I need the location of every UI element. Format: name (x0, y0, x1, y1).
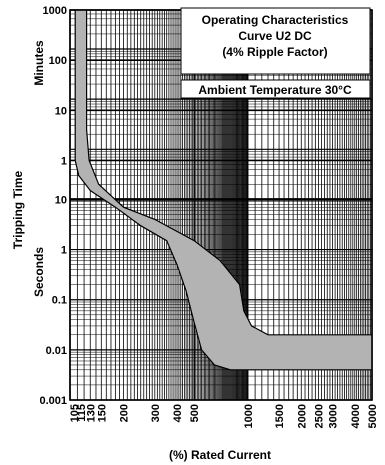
trip-band (74, 10, 372, 371)
x-tick-label: 1000 (243, 404, 255, 428)
y-unit-seconds: Seconds (32, 247, 46, 297)
y-tick-label: 10 (55, 105, 67, 117)
x-tick-label: 500 (189, 404, 201, 422)
ambient-temperature-annotation: Ambient Temperature 30°C (198, 83, 352, 97)
y-tick-label: 100 (49, 55, 67, 67)
x-tick-label: 2500 (314, 404, 326, 428)
x-tick-label: 130 (85, 404, 97, 422)
x-tick-label: 200 (119, 404, 131, 422)
y-tick-label: 1 (61, 245, 67, 257)
x-tick-label: 5000 (367, 404, 379, 428)
y-tick-label: 0.001 (39, 395, 67, 407)
y-tick-label: 0.1 (52, 295, 67, 307)
y-tick-label: 0.01 (46, 345, 67, 357)
trip-band-lower-edge (74, 10, 372, 371)
x-tick-label: 150 (96, 404, 108, 422)
y-tick-label: 10 (55, 194, 67, 206)
y-tick-labels: 1000 100 10 1 10 1 0.1 0.01 0.001 (39, 5, 67, 407)
x-tick-label: 4000 (350, 404, 362, 428)
legend-box: Operating Characteristics Curve U2 DC (4… (180, 7, 371, 99)
chart-title-line-1: Operating Characteristics (202, 13, 349, 27)
y-tick-label: 1 (61, 155, 67, 167)
x-tick-label: 1500 (274, 404, 286, 428)
x-axis-title: (%) Rated Current (169, 448, 271, 462)
y-tick-label: 1000 (43, 5, 67, 17)
trip-band-area (75, 10, 372, 370)
y-unit-minutes: Minutes (32, 40, 46, 86)
title-box (180, 7, 371, 75)
x-tick-label: 115 (76, 404, 88, 422)
chart-title-line-2: Curve U2 DC (238, 29, 312, 43)
y-axis-title: Tripping Time (11, 170, 25, 249)
x-tick-label: 400 (172, 404, 184, 422)
x-tick-label: 300 (150, 404, 162, 422)
trip-band-upper-edge (86, 10, 372, 336)
x-tick-label: 3000 (328, 404, 340, 428)
x-tick-label: 105 (69, 404, 81, 422)
x-tick-label: 2000 (296, 404, 308, 428)
annotation-box (180, 79, 371, 99)
chart-title-line-3: (4% Ripple Factor) (222, 45, 327, 59)
